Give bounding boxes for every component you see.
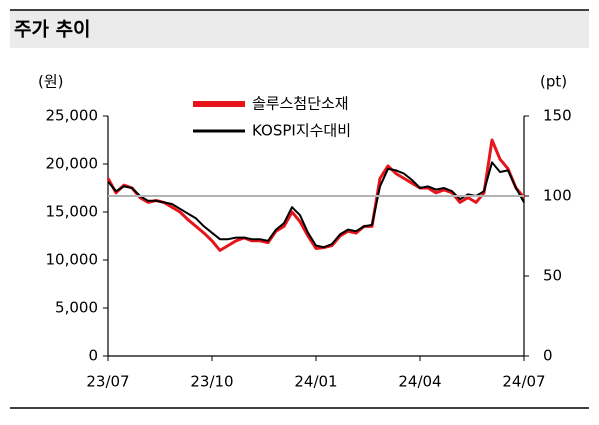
legend-label: 솔루스첨단소재 <box>252 95 349 113</box>
x-tick-label: 24/01 <box>294 373 337 391</box>
y-tick-label: 15,000 <box>46 203 99 221</box>
y2-tick-label: 50 <box>543 267 562 285</box>
y-tick-label: 25,000 <box>46 107 99 125</box>
x-tick-label: 23/10 <box>190 373 233 391</box>
y-tick-label: 5,000 <box>55 299 98 317</box>
x-tick-label: 23/07 <box>86 373 129 391</box>
y2-tick-label: 150 <box>543 107 572 125</box>
legend-label: KOSPI지수대비 <box>252 122 351 140</box>
y-tick-label: 10,000 <box>46 251 99 269</box>
y-tick-label: 0 <box>88 347 98 365</box>
y2-unit: (pt) <box>540 73 567 91</box>
chart-title: 주가 추이 <box>14 19 91 41</box>
y-unit: (원) <box>38 73 64 91</box>
y-tick-label: 20,000 <box>46 155 99 173</box>
x-tick-label: 24/04 <box>398 373 441 391</box>
x-tick-label: 24/07 <box>502 373 545 391</box>
y2-tick-label: 100 <box>543 187 572 205</box>
y2-tick-label: 0 <box>543 347 553 365</box>
title-bar <box>10 11 589 48</box>
series-line <box>107 161 525 249</box>
